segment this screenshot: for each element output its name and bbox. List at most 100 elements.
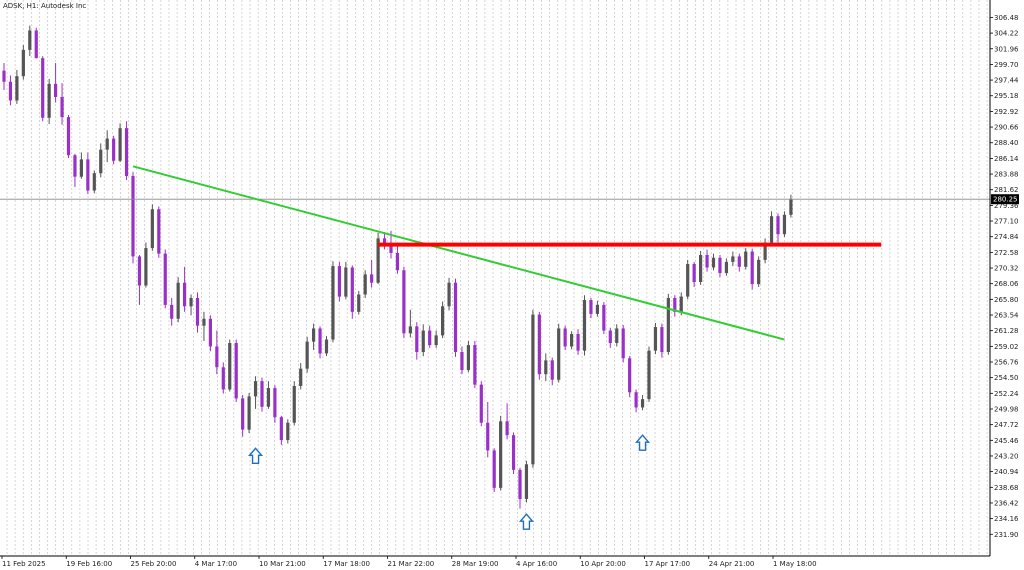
time-tick-label: 24 Apr 21:00 xyxy=(709,560,755,568)
price-tick-label: 277.10 xyxy=(994,218,1019,226)
candle-body xyxy=(582,300,587,351)
candle-body xyxy=(357,294,361,312)
candle-body xyxy=(544,360,548,375)
candle xyxy=(279,415,283,445)
candle xyxy=(292,381,296,426)
candle xyxy=(621,324,625,363)
candle xyxy=(118,123,122,163)
candle-body xyxy=(318,328,322,354)
candle-body xyxy=(79,159,83,177)
candle xyxy=(253,376,258,409)
candle xyxy=(41,56,45,122)
candle xyxy=(505,403,509,440)
candle-body xyxy=(253,381,258,397)
candle-body xyxy=(518,469,522,499)
time-tick-label: 4 Apr 16:00 xyxy=(516,560,557,568)
candle xyxy=(228,339,232,392)
candle-body xyxy=(350,267,354,312)
candle xyxy=(124,121,129,181)
candle-body xyxy=(608,330,612,344)
candle xyxy=(434,330,438,348)
candle-body xyxy=(466,345,470,371)
candle-body xyxy=(757,259,761,285)
candle-body xyxy=(679,296,683,312)
up-arrow-marker xyxy=(248,447,264,465)
candle xyxy=(518,467,522,509)
candle-body xyxy=(105,138,109,150)
price-axis: 306.48 304.22 301.96 299.70 297.44 295.18 292.… xyxy=(989,0,1019,556)
price-tick-label: 268.06 xyxy=(994,280,1019,288)
candle-body xyxy=(215,346,219,368)
candle xyxy=(395,242,400,274)
candle-body xyxy=(640,399,645,408)
time-tick-label: 10 Apr 20:00 xyxy=(580,560,626,568)
candle-body xyxy=(647,350,651,400)
candle xyxy=(363,270,367,298)
candle-body xyxy=(137,256,142,286)
candle-body xyxy=(602,304,606,331)
candle-body xyxy=(28,30,32,50)
candle-body xyxy=(299,368,303,386)
candle-body xyxy=(241,398,245,430)
candle-body xyxy=(505,421,509,436)
candle xyxy=(615,324,619,347)
candle xyxy=(221,362,225,394)
candle-body xyxy=(718,257,722,274)
candle-body xyxy=(92,173,96,191)
candle-body xyxy=(453,282,458,353)
candle-body xyxy=(692,264,696,283)
price-tick-label: 272.58 xyxy=(994,249,1019,257)
candle xyxy=(789,194,793,218)
price-tick-label: 236.42 xyxy=(994,499,1019,507)
candle-body xyxy=(395,252,400,271)
candle xyxy=(402,266,406,339)
price-tick-label: 259.02 xyxy=(994,343,1019,351)
candle-body xyxy=(344,267,348,297)
candle-body xyxy=(150,209,154,249)
candle-body xyxy=(634,392,638,408)
candle-body xyxy=(737,256,741,267)
candle xyxy=(66,115,71,158)
candle xyxy=(344,261,348,300)
drawn-objects xyxy=(0,165,990,530)
candle-body xyxy=(402,270,406,334)
time-tick-label: 10 Mar 21:00 xyxy=(259,560,306,568)
candle xyxy=(737,253,741,272)
price-tick-label: 265.80 xyxy=(994,296,1019,304)
candle xyxy=(576,329,580,355)
candle xyxy=(241,394,245,437)
candle xyxy=(492,448,496,493)
candle xyxy=(479,381,483,427)
candle xyxy=(408,309,412,338)
candle-body xyxy=(86,159,90,191)
candle-body xyxy=(2,70,6,82)
price-tick-label: 297.44 xyxy=(994,77,1019,85)
candle-body xyxy=(54,83,58,97)
candle xyxy=(376,232,380,285)
candle-body xyxy=(660,327,664,353)
candle-body xyxy=(221,367,225,390)
price-tick-label: 252.24 xyxy=(994,390,1019,398)
candle-body xyxy=(195,297,200,326)
candle xyxy=(144,242,148,288)
candle xyxy=(105,130,109,163)
candle-body xyxy=(447,282,451,307)
candle xyxy=(176,277,180,323)
price-tick-label: 247.72 xyxy=(994,421,1019,429)
price-tick-label: 261.28 xyxy=(994,327,1019,335)
price-tick-label: 286.14 xyxy=(994,155,1019,163)
candle-body xyxy=(157,209,161,254)
candle-body xyxy=(228,343,232,390)
candle-body xyxy=(73,155,77,177)
price-tick-label: 249.98 xyxy=(994,405,1019,413)
price-tick-label: 234.16 xyxy=(994,515,1019,523)
candle xyxy=(260,377,264,412)
candle xyxy=(247,392,251,434)
candle-body xyxy=(408,326,412,334)
candle xyxy=(195,292,200,333)
candle xyxy=(628,356,632,398)
candle-body xyxy=(286,422,290,441)
candle-body xyxy=(428,330,432,346)
candle xyxy=(511,432,516,474)
